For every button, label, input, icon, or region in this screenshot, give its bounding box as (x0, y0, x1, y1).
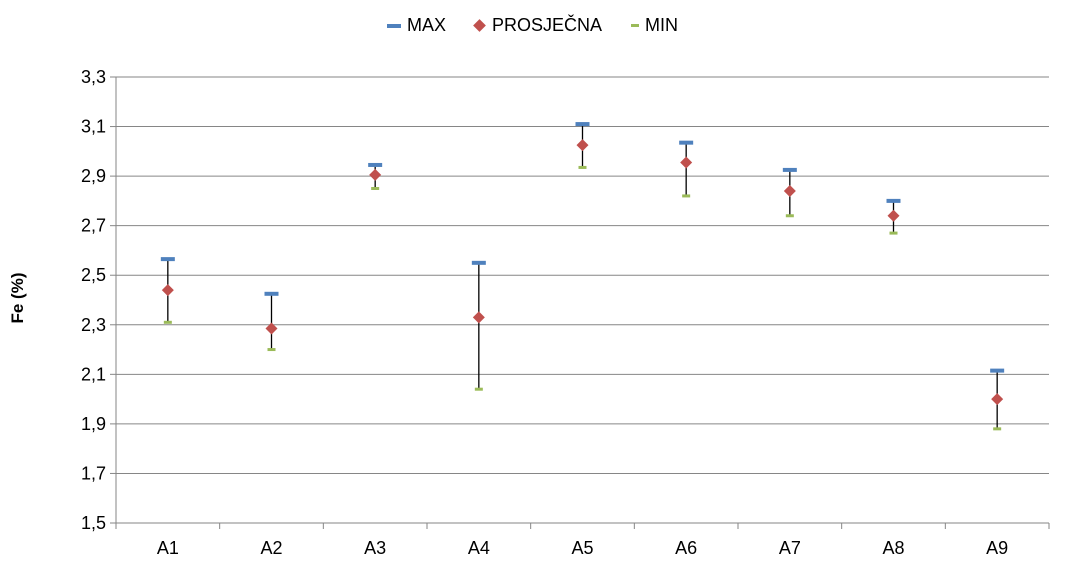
min-marker (682, 194, 691, 198)
max-marker (886, 198, 901, 203)
max-marker (782, 167, 797, 172)
min-marker (993, 427, 1002, 431)
x-tick-label: A4 (468, 538, 490, 558)
legend-min-label: MIN (645, 15, 679, 36)
x-tick-label: A7 (779, 538, 801, 558)
min-marker (474, 387, 483, 391)
y-tick-label: 2,3 (81, 315, 106, 335)
legend: MAX PROSJEČNA MIN (0, 14, 1065, 36)
average-marker (369, 168, 382, 181)
max-marker (575, 122, 590, 127)
min-marker (371, 187, 380, 190)
y-tick-label: 2,9 (81, 166, 106, 186)
x-tick-label: A3 (364, 538, 386, 558)
min-marker (785, 214, 794, 218)
min-marker (578, 165, 587, 169)
legend-item-max: MAX (386, 14, 446, 36)
max-marker (679, 140, 694, 145)
x-tick-label: A1 (157, 538, 179, 558)
average-marker (991, 393, 1004, 406)
legend-item-average: PROSJEČNA (473, 14, 603, 36)
average-marker (576, 139, 589, 152)
min-marker (163, 320, 172, 324)
average-marker (887, 209, 900, 222)
y-tick-label: 3,1 (81, 117, 106, 137)
average-marker (472, 311, 485, 324)
x-tick-label: A2 (260, 538, 282, 558)
x-tick-label: A8 (882, 538, 904, 558)
max-marker (264, 291, 279, 296)
y-tick-label: 1,5 (81, 513, 106, 533)
y-tick-label: 2,7 (81, 216, 106, 236)
average-marker (680, 156, 693, 169)
max-marker (990, 368, 1005, 373)
legend-item-min: MIN (631, 14, 678, 36)
average-marker (161, 284, 174, 297)
y-tick-label: 2,1 (81, 364, 106, 384)
x-tick-label: A5 (571, 538, 593, 558)
legend-max-label: MAX (406, 15, 446, 36)
x-tick-label: A9 (986, 538, 1008, 558)
legend-max-marker (386, 23, 401, 28)
max-marker (471, 260, 486, 265)
max-marker (160, 257, 175, 262)
average-marker (265, 322, 278, 335)
legend-average-label: PROSJEČNA (491, 15, 603, 36)
y-tick-label: 1,9 (81, 414, 106, 434)
y-tick-label: 2,5 (81, 265, 106, 285)
average-marker (783, 184, 796, 197)
y-tick-label: 1,7 (81, 463, 106, 483)
y-tick-label: 3,3 (81, 67, 106, 87)
legend-min-marker (631, 24, 640, 28)
min-marker (889, 231, 898, 235)
min-marker (267, 348, 276, 352)
x-tick-label: A6 (675, 538, 697, 558)
max-marker (368, 162, 383, 167)
